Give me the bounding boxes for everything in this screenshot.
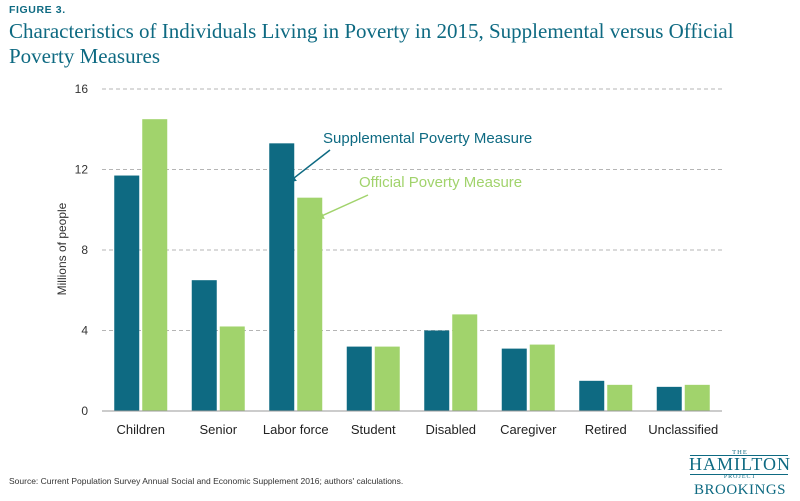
x-axis-ticks: Children Senior Labor force Student Disabled… [117, 422, 719, 437]
x-tick-label: Children [117, 422, 165, 437]
source-note: Source: Current Population Survey Annual… [9, 476, 404, 486]
bar-official-retired [607, 384, 633, 411]
chart-title: Characteristics of Individuals Living in… [9, 19, 734, 68]
x-tick-label: Caregiver [500, 422, 557, 437]
logo-project: PROJECT [723, 474, 757, 480]
figure-label: FIGURE 3. [9, 4, 66, 16]
arrow-official [315, 194, 369, 219]
hamilton-brookings-logo: THE HAMILTON PROJECT BROOKINGS [686, 449, 794, 501]
bar-supplemental-retired [579, 380, 605, 411]
y-tick-label: 16 [75, 82, 89, 96]
logo-the: THE [732, 449, 748, 456]
bar-official-disabled [452, 314, 478, 411]
y-tick-label: 12 [75, 163, 89, 177]
bar-supplemental-labor-force [269, 143, 295, 411]
bar-supplemental-disabled [424, 330, 450, 411]
logo-hamilton: HAMILTON [688, 454, 791, 474]
bar-supplemental-unclassified [656, 386, 682, 411]
annotation-supplemental: Supplemental Poverty Measure [323, 130, 532, 147]
x-tick-label: Disabled [425, 422, 476, 437]
bar-official-children [142, 119, 168, 411]
bar-official-caregiver [529, 344, 555, 411]
x-tick-label: Retired [585, 422, 627, 437]
bar-supplemental-student [346, 346, 372, 411]
y-tick-label: 8 [81, 243, 88, 257]
bar-supplemental-children [114, 175, 140, 411]
y-tick-label: 0 [81, 404, 88, 418]
bar-official-senior [219, 326, 245, 411]
logo-rule [690, 455, 788, 475]
bar-official-student [374, 346, 400, 411]
bar-supplemental-caregiver [501, 348, 527, 411]
gridlines [102, 88, 722, 331]
x-tick-label: Senior [199, 422, 237, 437]
x-tick-label: Unclassified [648, 422, 718, 437]
y-axis-ticks: 0 4 8 12 16 [75, 82, 89, 418]
y-axis-label: Millions of people [55, 202, 69, 295]
y-tick-label: 4 [81, 324, 88, 338]
bar-official-labor-force [297, 197, 323, 411]
logo-brookings: BROOKINGS [693, 482, 786, 498]
x-tick-label: Student [351, 422, 396, 437]
bars [114, 119, 710, 411]
legend-annotations: Supplemental Poverty Measure Official Pov… [288, 130, 532, 219]
bar-supplemental-senior [191, 280, 217, 411]
x-tick-label: Labor force [263, 422, 329, 437]
bar-official-unclassified [684, 384, 710, 411]
arrow-supplemental [288, 149, 331, 183]
annotation-official: Official Poverty Measure [359, 174, 522, 191]
